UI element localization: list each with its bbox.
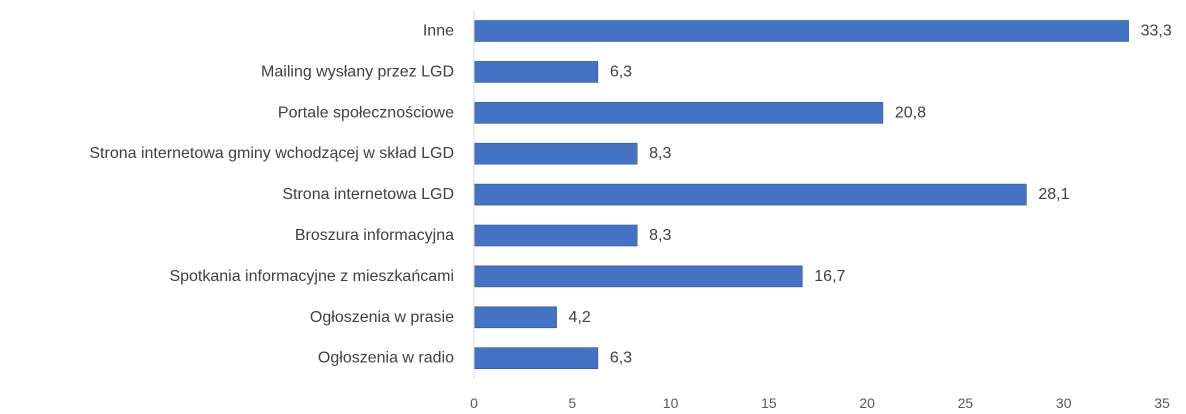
x-tick-label: 30 <box>1056 395 1072 411</box>
data-label: 33,3 <box>1141 23 1172 40</box>
bar <box>473 102 884 124</box>
bar <box>473 224 638 247</box>
category-label: Ogłoszenia w radio <box>318 350 454 367</box>
x-tick-label: 15 <box>761 395 777 411</box>
data-label: 8,3 <box>649 145 671 162</box>
category-label: Spotkania informacyjne z mieszkańcami <box>169 268 454 285</box>
x-tick-label: 25 <box>958 395 974 411</box>
x-tick-label: 5 <box>568 395 576 411</box>
data-label: 8,3 <box>649 227 671 244</box>
data-label: 6,3 <box>610 350 632 367</box>
category-label: Strona internetowa gminy wchodzącej w sk… <box>89 145 454 162</box>
x-axis-tick-labels: 0 5 10 15 20 25 30 35 <box>470 395 1170 411</box>
category-label: Ogłoszenia w prasie <box>310 309 454 326</box>
x-tick-label: 0 <box>470 395 478 411</box>
category-label: Mailing wysłany przez LGD <box>261 63 454 80</box>
bar <box>473 142 638 165</box>
bar <box>473 183 1027 206</box>
bar <box>473 61 599 83</box>
value-labels: 33,3 6,3 20,8 8,3 28,1 8,3 16,7 4,2 6,3 <box>569 23 1172 367</box>
bar <box>473 265 803 288</box>
bar <box>473 20 1129 42</box>
bar <box>473 347 599 370</box>
x-tick-label: 10 <box>663 395 679 411</box>
data-label: 4,2 <box>569 309 591 326</box>
data-label: 6,3 <box>610 63 632 80</box>
category-label: Broszura informacyjna <box>295 227 454 244</box>
x-tick-label: 35 <box>1154 395 1170 411</box>
x-tick-label: 20 <box>859 395 875 411</box>
category-labels: Inne Mailing wysłany przez LGD Portale spo… <box>89 23 454 367</box>
category-label: Portale społecznościowe <box>278 104 454 121</box>
bar <box>473 306 557 329</box>
category-label: Strona internetowa LGD <box>282 186 454 203</box>
data-label: 16,7 <box>814 268 845 285</box>
data-label: 20,8 <box>895 104 926 121</box>
category-label: Inne <box>423 23 454 40</box>
data-label: 28,1 <box>1038 186 1069 203</box>
